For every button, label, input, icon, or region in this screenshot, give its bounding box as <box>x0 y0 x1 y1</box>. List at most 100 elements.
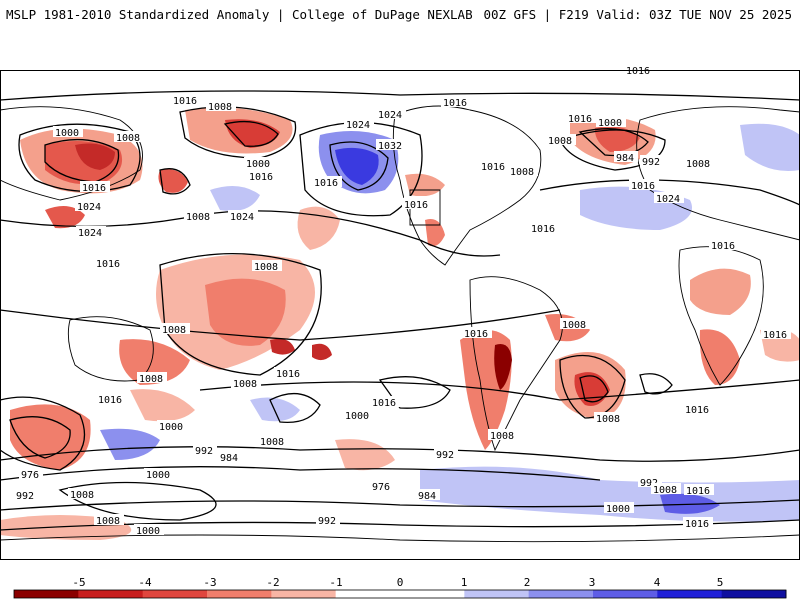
isobar-label: 1016 <box>568 114 592 125</box>
colorbar-svg <box>13 589 787 599</box>
colorbar-outline <box>13 589 787 599</box>
model-run-info: 00Z GFS | F219 Valid: 03Z TUE NOV 25 202… <box>483 7 792 22</box>
isobar-label: 1016 <box>372 398 396 409</box>
isobar-label: 1000 <box>146 470 170 481</box>
anomaly-area <box>594 126 640 152</box>
isobar-label: 1008 <box>139 374 163 385</box>
isobar-label: 1024 <box>78 228 102 239</box>
isobar-label: 1016 <box>626 66 650 77</box>
isobar-label: 976 <box>372 482 390 493</box>
isobar <box>159 252 322 376</box>
header: MSLP 1981-2010 Standardized Anomaly | Co… <box>0 0 800 30</box>
colorbar-segment <box>400 590 465 598</box>
colorbar-segment <box>78 590 144 598</box>
isobar-label: 984 <box>220 453 238 464</box>
isobar-label: 1024 <box>378 110 402 121</box>
anomaly-area <box>405 173 445 197</box>
isobar <box>0 466 601 481</box>
isobar-label: 1016 <box>531 224 555 235</box>
isobar-label: 992 <box>16 491 34 502</box>
anomaly-area <box>130 389 195 422</box>
colorbar-segment <box>14 590 79 598</box>
isobar-label: 1000 <box>345 411 369 422</box>
isobar <box>0 446 800 462</box>
isobar <box>0 396 86 471</box>
isobar-label: 1008 <box>233 379 257 390</box>
anomaly-area <box>335 439 395 471</box>
isobar-label: 1016 <box>173 96 197 107</box>
isobar <box>0 309 561 341</box>
colorbar-tick: 2 <box>523 576 531 589</box>
isobar-label: 1016 <box>249 172 273 183</box>
isobar <box>58 481 217 521</box>
isobar-label: 1016 <box>96 259 120 270</box>
colorbar-tick: -5 <box>72 576 86 589</box>
isobar-label: 1016 <box>464 329 488 340</box>
isobar <box>199 379 800 401</box>
isobar-label: 1008 <box>162 325 186 336</box>
isobar-label: 1000 <box>55 128 79 139</box>
anomaly-area <box>494 344 512 390</box>
anomaly-area <box>119 339 190 385</box>
colorbar-tick: 4 <box>653 576 661 589</box>
isobar-label: 1008 <box>562 320 586 331</box>
isobar-label: 1016 <box>443 98 467 109</box>
colorbar-segment <box>657 590 723 598</box>
isobar-label: 1024 <box>230 212 254 223</box>
isobar-label: 1016 <box>711 241 735 252</box>
isobar-label: 1008 <box>490 431 514 442</box>
isobar-label: 1008 <box>208 102 232 113</box>
isobar-label: 1000 <box>246 159 270 170</box>
colorbar-tick: 5 <box>716 576 724 589</box>
isobar-label: 1008 <box>596 414 620 425</box>
anomaly-area <box>75 143 115 170</box>
anomaly-area <box>740 123 800 171</box>
isobar-label: 992 <box>436 450 454 461</box>
isobar-label: 1000 <box>598 118 622 129</box>
anomaly-area <box>690 268 751 315</box>
isobar-label: 1008 <box>653 485 677 496</box>
isobar-label: 992 <box>640 478 658 489</box>
isobars <box>0 90 800 531</box>
isobar-label: 1008 <box>254 262 278 273</box>
south-america-coast <box>469 276 563 452</box>
colorbar-tick: -4 <box>138 576 152 589</box>
anomaly-area <box>10 404 91 470</box>
colorbar-segment <box>335 590 401 598</box>
coastlines <box>0 105 800 543</box>
isobar <box>159 168 191 195</box>
isobar <box>0 499 800 511</box>
colorbar-tick: 3 <box>588 576 596 589</box>
isobar-label: 1016 <box>685 519 709 530</box>
antarctica-coast <box>0 534 800 543</box>
isobar-label: 992 <box>642 157 660 168</box>
anomaly-area <box>158 169 188 193</box>
asia-east-coast <box>0 106 143 201</box>
isobar-label: 1016 <box>481 162 505 173</box>
isobar-label: 1016 <box>686 486 710 497</box>
isobar-label: 1016 <box>763 330 787 341</box>
colorbar-segment <box>142 590 208 598</box>
isobar <box>329 141 389 191</box>
anomaly-area <box>205 278 286 346</box>
isobar-label: 1008 <box>548 136 572 147</box>
isobar-label: 984 <box>616 153 634 164</box>
colorbar-tick: 0 <box>396 576 404 589</box>
isobar-label: 1016 <box>314 178 338 189</box>
usa-grid <box>409 189 441 226</box>
isobar-label: 992 <box>318 516 336 527</box>
map-title: MSLP 1981-2010 Standardized Anomaly | Co… <box>6 7 473 22</box>
isobar-label: 1008 <box>70 490 94 501</box>
isobar <box>0 519 800 531</box>
anomaly-area <box>45 206 85 229</box>
north-america-coast <box>392 105 542 266</box>
isobar <box>639 373 673 395</box>
isobar-label: 1016 <box>685 405 709 416</box>
colorbar-segment <box>721 590 787 598</box>
map-svg: 1016 1016 1008 1000 1008 1016 1024 1024 … <box>0 64 800 560</box>
isobar <box>378 376 451 409</box>
isobar <box>18 123 141 193</box>
isobar-label: 1016 <box>82 183 106 194</box>
isobar-label: 984 <box>418 491 436 502</box>
isobar <box>44 138 120 183</box>
